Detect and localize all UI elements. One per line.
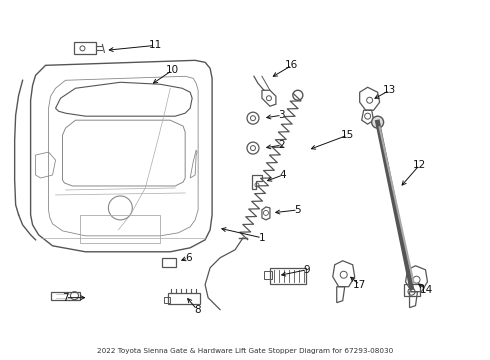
Text: 12: 12 [413,160,426,170]
Bar [168,293,200,303]
Text: 15: 15 [341,130,354,140]
Bar [404,284,419,296]
Bar [50,292,80,300]
Text: 3: 3 [279,110,285,120]
Text: 5: 5 [294,205,301,215]
Text: 4: 4 [280,170,286,180]
Text: 1: 1 [259,233,265,243]
Text: 8: 8 [194,305,200,315]
Text: 16: 16 [285,60,298,70]
Text: 17: 17 [353,280,367,290]
Text: 7: 7 [62,293,69,303]
Bar [164,297,170,303]
Text: 13: 13 [383,85,396,95]
Text: 14: 14 [420,285,433,295]
Text: 11: 11 [148,40,162,50]
Bar [74,42,97,54]
Bar [162,258,176,267]
Bar [80,215,160,243]
Text: 2022 Toyota Sienna Gate & Hardware Lift Gate Stopper Diagram for 67293-08030: 2022 Toyota Sienna Gate & Hardware Lift … [97,347,393,354]
Bar [264,271,272,279]
Circle shape [371,116,384,128]
Text: 9: 9 [303,265,310,275]
Text: 10: 10 [166,65,179,75]
Bar [270,268,306,284]
Text: 2: 2 [279,140,285,150]
Text: 6: 6 [185,253,192,263]
